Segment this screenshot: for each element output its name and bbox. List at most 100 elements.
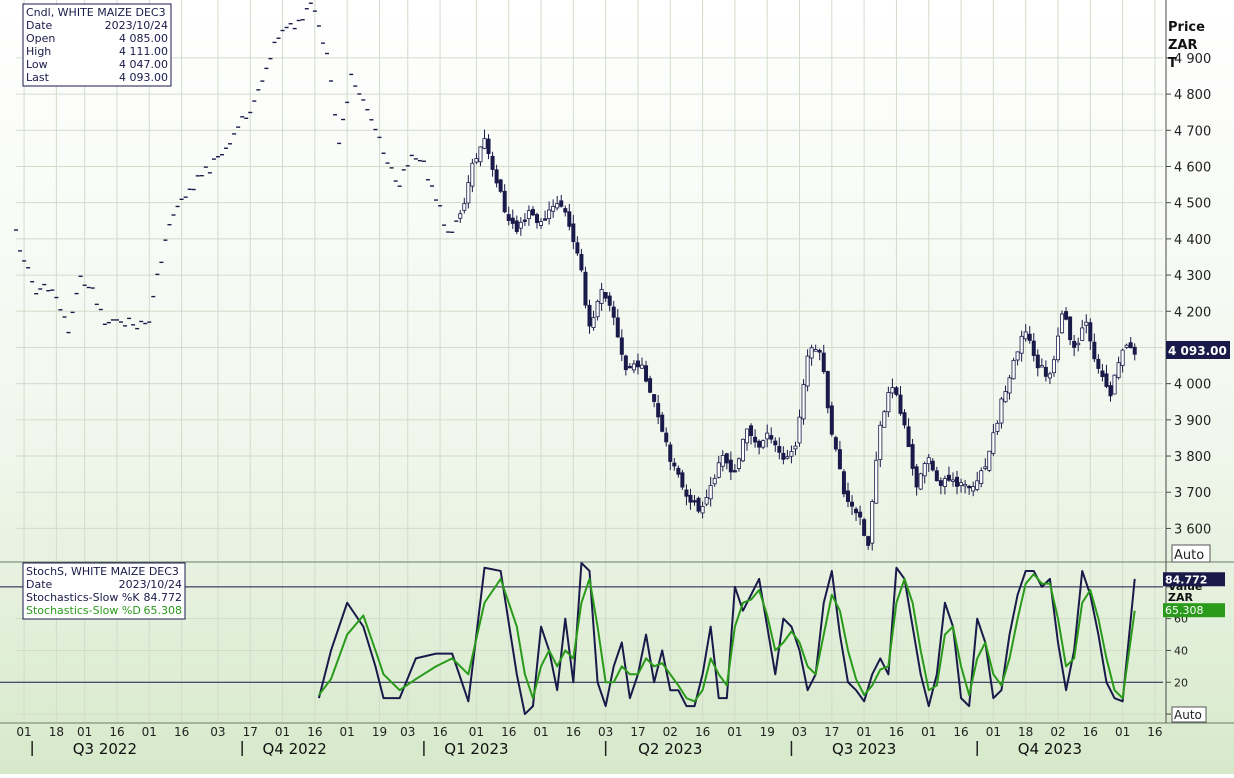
candle-body (1031, 340, 1036, 356)
candle-body (619, 337, 624, 355)
stoch-auto-label: Auto (1174, 708, 1202, 722)
day-tick-label: 01 (856, 725, 871, 739)
stoch-k-line (317, 562, 1136, 716)
day-tick-label: 16 (889, 725, 904, 739)
quarter-label: Q1 2023 (444, 740, 508, 758)
candle-body (833, 437, 838, 450)
candle-body (462, 203, 467, 211)
day-tick-label: 16 (566, 725, 581, 739)
candle-body (1055, 335, 1060, 361)
candle-body (1124, 344, 1129, 348)
candle-body (660, 414, 665, 432)
candle-body (1072, 340, 1077, 348)
candle-body (1064, 311, 1069, 320)
marks-layer (0, 2, 1163, 716)
info-row-value: 2023/10/24 (105, 19, 168, 32)
candle-body (611, 306, 616, 318)
day-tick-label: 01 (986, 725, 1001, 739)
candle-body (858, 511, 863, 518)
info-row-label: Date (26, 19, 53, 32)
info-row-label: Last (26, 71, 50, 84)
grid-layer (16, 0, 1163, 722)
candle-body (894, 387, 899, 395)
price-tick-label: 4 300 (1174, 269, 1211, 284)
candle-body (963, 484, 968, 487)
candle-body (1027, 333, 1032, 341)
candle-body (991, 432, 996, 454)
candle-body (850, 501, 855, 507)
candle-body (1128, 342, 1133, 349)
candle-body (745, 428, 750, 444)
candle-body (926, 457, 931, 465)
info-row-label: Stochastics-Slow %K (26, 591, 140, 604)
candle-body (1035, 354, 1040, 369)
candle-body (692, 500, 697, 503)
quarter-label: Q3 2022 (73, 740, 137, 758)
candle-body (837, 449, 842, 470)
quarter-label: Q4 2022 (263, 740, 327, 758)
day-tick-label: 16 (695, 725, 710, 739)
candle-body (797, 416, 802, 444)
day-tick-label: 01 (142, 725, 157, 739)
candle-body (995, 422, 1000, 432)
day-tick-label: 03 (598, 725, 613, 739)
candle-body (640, 364, 645, 369)
candle-body (1068, 316, 1073, 341)
day-tick-label: 01 (16, 725, 31, 739)
candle-body (777, 446, 782, 453)
candle-body (1043, 366, 1048, 377)
info-row-value: 2023/10/24 (119, 578, 182, 591)
info-box (22, 3, 172, 87)
candle-body (595, 301, 600, 318)
candle-body (696, 497, 701, 512)
candle-body (607, 295, 612, 306)
day-tick-label: 01 (533, 725, 548, 739)
candle-body (753, 436, 758, 443)
day-tick-label: 17 (243, 725, 258, 739)
candle-body (765, 432, 770, 440)
day-tick-label: 16 (432, 725, 447, 739)
candle-body (841, 471, 846, 495)
info-row-value: 4 085.00 (119, 32, 168, 45)
stoch-d-line (318, 573, 1136, 703)
candle-body (672, 462, 677, 467)
candle-body (567, 211, 572, 227)
candle-body (579, 254, 584, 271)
candle-body (583, 271, 588, 306)
candle-body (874, 459, 879, 504)
candle-body (486, 138, 491, 155)
day-tick-label: 17 (630, 725, 645, 739)
candle-body (664, 432, 669, 443)
candle-body (918, 473, 923, 490)
quarter-label: Q4 2023 (1018, 740, 1082, 758)
candle-body (870, 501, 875, 544)
info-row-value: 84.772 (144, 591, 183, 604)
price-tick-label: 4 900 (1174, 52, 1211, 67)
day-tick-label: 17 (824, 725, 839, 739)
price-axis-title: T (1168, 56, 1177, 71)
axes-layer: 3 600 3 700 3 800 3 900 4 000 4 200 4 300 4 400… (0, 0, 1234, 758)
candle-body (967, 485, 972, 489)
candle-body (979, 470, 984, 484)
candle-body (555, 203, 560, 209)
price-tick-label: 3 800 (1174, 450, 1211, 465)
candle-body (506, 214, 511, 221)
stoch-tick-label: 40 (1174, 644, 1188, 657)
candle-body (474, 158, 479, 163)
price-tick-label: 4 600 (1174, 160, 1211, 175)
candle-body (724, 453, 729, 464)
candle-body (1120, 349, 1125, 366)
price-axis-title: Price (1168, 20, 1205, 35)
candle-body (862, 519, 867, 536)
last-price-label: 4 093.00 (1168, 344, 1227, 358)
candle-body (728, 459, 733, 473)
candle-body (599, 289, 604, 304)
candle-body (1116, 362, 1121, 379)
candle-body (1015, 351, 1020, 361)
candle-body (845, 490, 850, 502)
candle-body (720, 455, 725, 467)
candle-body (470, 162, 475, 187)
candle-body (534, 214, 539, 223)
candle-body (793, 445, 798, 450)
